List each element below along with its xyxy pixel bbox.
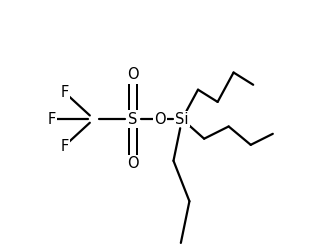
Text: F: F — [48, 112, 56, 126]
Text: F: F — [60, 85, 68, 100]
Text: O: O — [127, 156, 139, 171]
Text: Si: Si — [175, 112, 189, 126]
Text: F: F — [60, 139, 68, 154]
Text: O: O — [127, 67, 139, 82]
Text: O: O — [154, 112, 166, 126]
Text: S: S — [128, 112, 138, 126]
